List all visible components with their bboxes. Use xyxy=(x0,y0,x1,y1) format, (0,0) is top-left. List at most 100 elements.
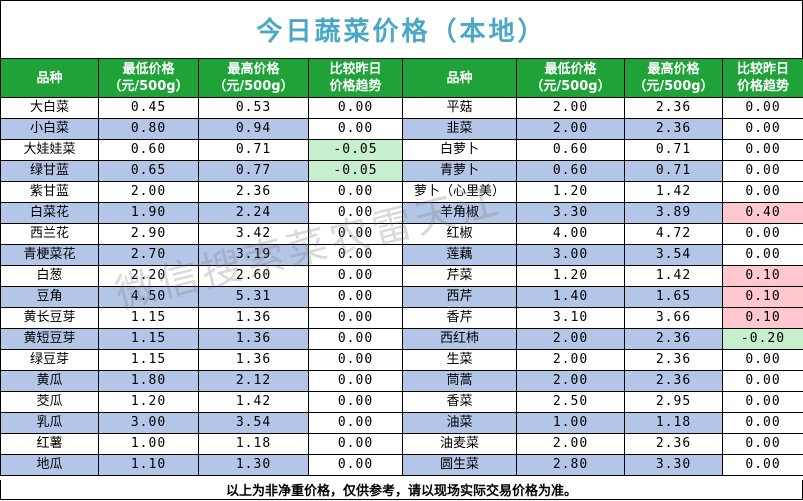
cell-high: 0.94 xyxy=(198,118,309,140)
table-row: 豆角 4.50 5.31 0.00 西芹 1.40 1.65 0.10 xyxy=(0,286,803,308)
header-trend: 比较昨日 价格趋势 xyxy=(722,58,803,98)
cell-high: 3.89 xyxy=(624,202,723,224)
cell-low: 1.40 xyxy=(516,286,625,308)
cell-high: 1.42 xyxy=(624,181,723,203)
price-table: 品种 最低价格 （元/500g） 最高价格 （元/500g） 比较昨日 价格趋势 品种… xyxy=(0,58,803,476)
cell-trend: 0.00 xyxy=(722,139,803,161)
cell-high: 1.30 xyxy=(198,454,309,476)
header-high: 最高价格 （元/500g） xyxy=(624,58,723,98)
cell-low: 2.80 xyxy=(516,454,625,476)
cell-low: 2.20 xyxy=(98,265,199,287)
cell-name: 白菜花 xyxy=(0,202,99,224)
cell-name: 豆角 xyxy=(0,286,99,308)
table-row: 白菜花 1.90 2.24 0.00 羊角椒 3.30 3.89 0.40 xyxy=(0,202,803,224)
footer-note: 以上为非净重价格，仅供参考，请以现场实际交易价格为准。 xyxy=(0,480,803,500)
cell-high: 3.54 xyxy=(624,244,723,266)
cell-low: 1.10 xyxy=(98,454,199,476)
cell-low: 1.15 xyxy=(98,307,199,329)
cell-low: 2.90 xyxy=(98,223,199,245)
cell-low: 2.00 xyxy=(516,433,625,455)
cell-name: 黄长豆芽 xyxy=(0,307,99,329)
cell-low: 3.30 xyxy=(516,202,625,224)
cell-name: 乳瓜 xyxy=(0,412,99,434)
cell-trend: -0.05 xyxy=(308,139,403,161)
cell-name: 圆生菜 xyxy=(402,454,517,476)
cell-trend: 0.00 xyxy=(722,433,803,455)
cell-trend: 0.00 xyxy=(722,391,803,413)
cell-high: 1.18 xyxy=(198,433,309,455)
cell-name: 韭菜 xyxy=(402,118,517,140)
cell-name: 青梗菜花 xyxy=(0,244,99,266)
cell-low: 4.00 xyxy=(516,223,625,245)
cell-high: 4.72 xyxy=(624,223,723,245)
cell-low: 2.00 xyxy=(516,97,625,119)
table-row: 青梗菜花 2.70 3.19 0.00 莲藕 3.00 3.54 0.00 xyxy=(0,244,803,266)
cell-low: 0.60 xyxy=(516,139,625,161)
cell-low: 0.65 xyxy=(98,160,199,182)
cell-trend: 0.00 xyxy=(308,181,403,203)
cell-low: 1.20 xyxy=(98,391,199,413)
cell-trend: 0.00 xyxy=(308,307,403,329)
page-title: 今日蔬菜价格（本地） xyxy=(0,0,803,58)
cell-name: 羊角椒 xyxy=(402,202,517,224)
table-row: 地瓜 1.10 1.30 0.00 圆生菜 2.80 3.30 0.00 xyxy=(0,454,803,476)
cell-trend: 0.00 xyxy=(308,454,403,476)
cell-name: 紫甘蓝 xyxy=(0,181,99,203)
cell-trend: 0.00 xyxy=(308,118,403,140)
cell-name: 青萝卜 xyxy=(402,160,517,182)
table-row: 紫甘蓝 2.00 2.36 0.00 萝卜（心里美） 1.20 1.42 0.00 xyxy=(0,181,803,203)
cell-trend: 0.40 xyxy=(722,202,803,224)
cell-low: 0.60 xyxy=(516,160,625,182)
cell-high: 0.71 xyxy=(624,160,723,182)
cell-trend: 0.00 xyxy=(308,223,403,245)
cell-trend: 0.00 xyxy=(308,412,403,434)
cell-high: 2.36 xyxy=(624,433,723,455)
cell-name: 西兰花 xyxy=(0,223,99,245)
table-row: 乳瓜 3.00 3.54 0.00 油菜 1.00 1.18 0.00 xyxy=(0,412,803,434)
cell-trend: 0.00 xyxy=(308,265,403,287)
table-row: 绿甘蓝 0.65 0.77 -0.05 青萝卜 0.60 0.71 0.00 xyxy=(0,160,803,182)
cell-name: 生菜 xyxy=(402,349,517,371)
cell-name: 西芹 xyxy=(402,286,517,308)
header-low: 最低价格 （元/500g） xyxy=(516,58,625,98)
header-high: 最高价格 （元/500g） xyxy=(198,58,309,98)
cell-high: 1.36 xyxy=(198,307,309,329)
cell-low: 2.00 xyxy=(516,328,625,350)
cell-name: 红薯 xyxy=(0,433,99,455)
cell-trend: 0.00 xyxy=(308,433,403,455)
cell-trend: 0.00 xyxy=(722,370,803,392)
cell-high: 1.42 xyxy=(198,391,309,413)
table-row: 绿豆芽 1.15 1.36 0.00 生菜 2.00 2.36 0.00 xyxy=(0,349,803,371)
cell-low: 1.15 xyxy=(98,328,199,350)
table-row: 黄短豆芽 1.15 1.36 0.00 西红柿 2.00 2.36 -0.20 xyxy=(0,328,803,350)
cell-name: 白葱 xyxy=(0,265,99,287)
cell-high: 3.30 xyxy=(624,454,723,476)
cell-trend: 0.00 xyxy=(308,349,403,371)
table-row: 黄长豆芽 1.15 1.36 0.00 香芹 3.10 3.66 0.10 xyxy=(0,307,803,329)
cell-low: 3.00 xyxy=(98,412,199,434)
cell-trend: 0.10 xyxy=(722,286,803,308)
cell-high: 3.66 xyxy=(624,307,723,329)
table-row: 小白菜 0.80 0.94 0.00 韭菜 2.00 2.36 0.00 xyxy=(0,118,803,140)
cell-name: 黄短豆芽 xyxy=(0,328,99,350)
cell-low: 2.00 xyxy=(516,118,625,140)
cell-low: 1.20 xyxy=(516,181,625,203)
cell-trend: 0.00 xyxy=(308,244,403,266)
cell-name: 香菜 xyxy=(402,391,517,413)
cell-name: 大白菜 xyxy=(0,97,99,119)
cell-name: 芹菜 xyxy=(402,265,517,287)
cell-low: 1.00 xyxy=(98,433,199,455)
cell-name: 西红柿 xyxy=(402,328,517,350)
table-row: 大白菜 0.45 0.53 0.00 平菇 2.00 2.36 0.00 xyxy=(0,97,803,119)
cell-low: 1.80 xyxy=(98,370,199,392)
cell-high: 0.71 xyxy=(198,139,309,161)
header-name: 品种 xyxy=(0,58,99,98)
cell-low: 2.50 xyxy=(516,391,625,413)
cell-high: 2.60 xyxy=(198,265,309,287)
cell-name: 萝卜（心里美） xyxy=(402,181,517,203)
cell-trend: 0.00 xyxy=(308,286,403,308)
cell-name: 油菜 xyxy=(402,412,517,434)
cell-high: 3.42 xyxy=(198,223,309,245)
cell-trend: 0.00 xyxy=(308,202,403,224)
header-low: 最低价格 （元/500g） xyxy=(98,58,199,98)
